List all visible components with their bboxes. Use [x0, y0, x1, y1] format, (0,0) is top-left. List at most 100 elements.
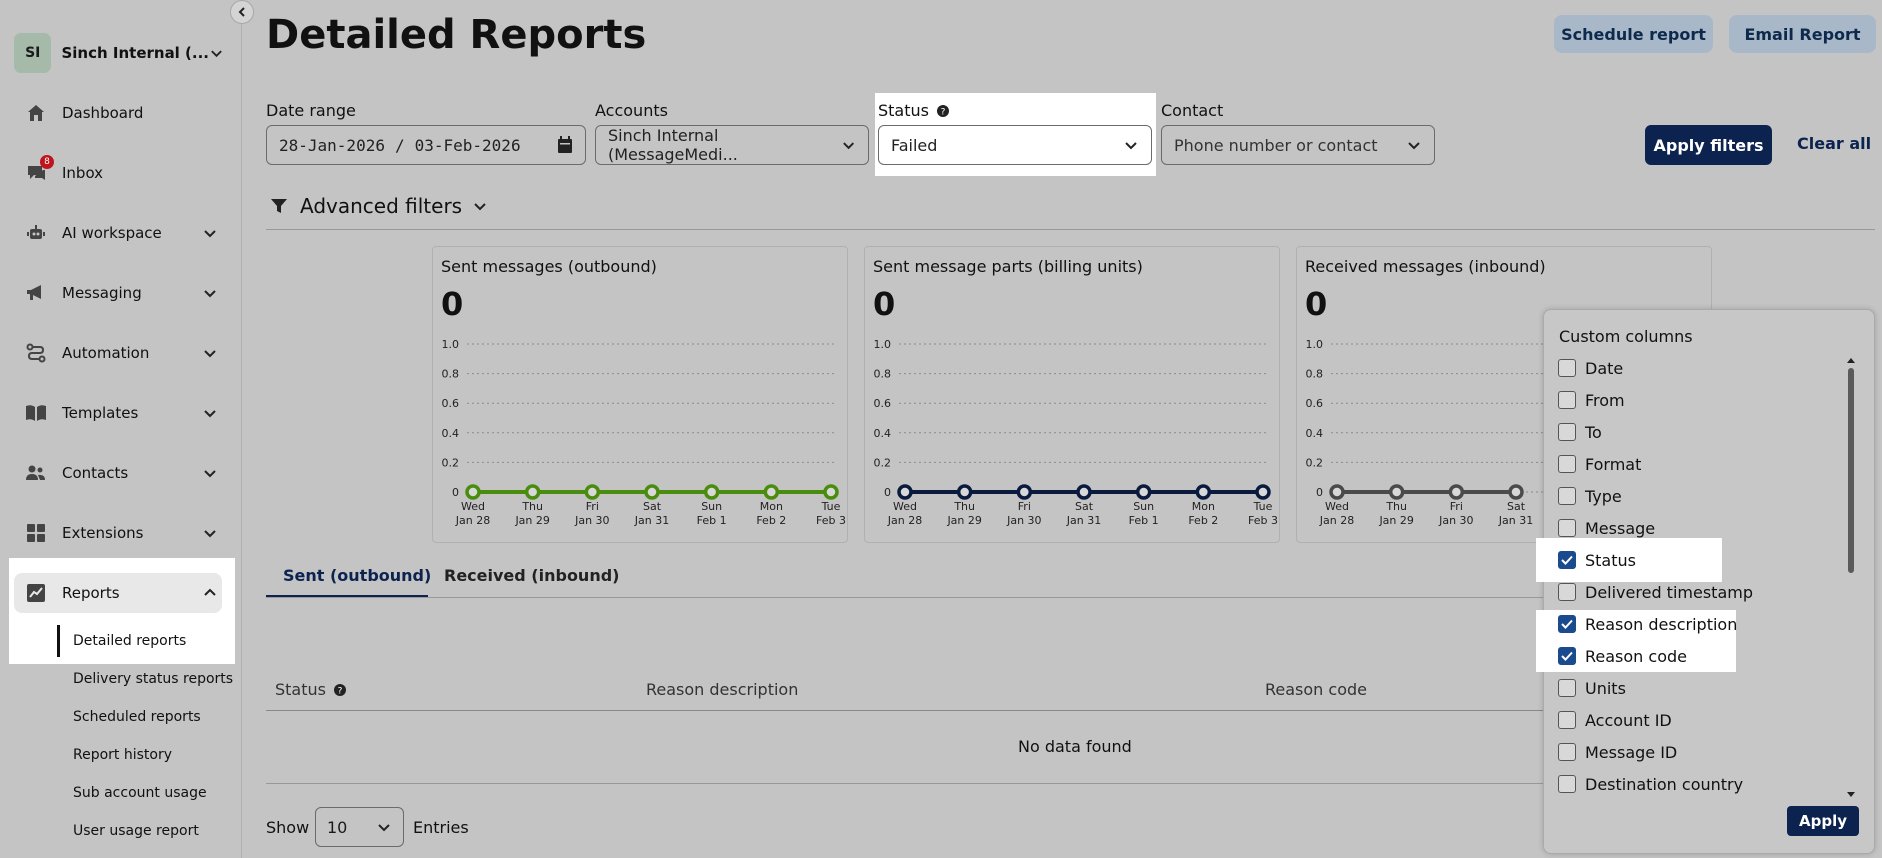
checkbox[interactable]	[1558, 743, 1576, 761]
column-option-type[interactable]: Type	[1558, 485, 1622, 507]
sidebar-item-reports[interactable]: Reports	[14, 573, 222, 613]
collapse-sidebar-button[interactable]	[230, 0, 254, 24]
column-option-message[interactable]: Message	[1558, 517, 1655, 539]
column-option-account-id[interactable]: Account ID	[1558, 709, 1672, 731]
help-icon[interactable]: ?	[333, 683, 346, 696]
column-option-to[interactable]: To	[1558, 421, 1602, 443]
data-point[interactable]	[1448, 484, 1465, 500]
contact-select[interactable]: Phone number or contact	[1161, 125, 1435, 165]
checkbox[interactable]	[1558, 679, 1576, 697]
sidebar-subitem-delivery-status-reports[interactable]: Delivery status reports	[73, 671, 234, 687]
status-select[interactable]: Failed	[878, 125, 1152, 165]
checkbox-checked[interactable]	[1558, 615, 1576, 633]
svg-text:?: ?	[338, 686, 343, 696]
checkbox[interactable]	[1558, 423, 1576, 441]
column-option-reason-code[interactable]: Reason code	[1558, 645, 1687, 667]
column-header-reason-description[interactable]: Reason description	[646, 680, 799, 699]
sidebar-item-dashboard[interactable]: Dashboard	[14, 93, 222, 133]
x-tick-label: Mon	[1192, 500, 1215, 513]
clear-all-button[interactable]: Clear all	[1797, 134, 1872, 153]
sidebar-item-inbox[interactable]: 8 Inbox	[14, 153, 222, 193]
checkbox[interactable]	[1558, 391, 1576, 409]
column-option-format[interactable]: Format	[1558, 453, 1641, 475]
scrollbar-thumb[interactable]	[1848, 368, 1854, 573]
column-option-units[interactable]: Units	[1558, 677, 1626, 699]
x-tick-label: Tue	[1253, 500, 1273, 513]
checkbox[interactable]	[1558, 487, 1576, 505]
column-option-label: Units	[1585, 678, 1626, 698]
data-point[interactable]	[1508, 484, 1524, 500]
sidebar-subitem-report-history[interactable]: Report history	[73, 747, 173, 763]
x-tick-label: Feb 3	[816, 514, 846, 527]
tab-received-inbound[interactable]: Received (inbound)	[444, 566, 620, 585]
checkbox[interactable]	[1558, 455, 1576, 473]
account-switcher[interactable]: SI Sinch Internal (...	[14, 33, 228, 73]
data-point[interactable]	[956, 484, 973, 500]
data-point[interactable]	[1135, 484, 1152, 500]
sidebar-item-contacts[interactable]: Contacts	[14, 453, 222, 493]
sidebar-item-label: Automation	[62, 344, 150, 362]
sidebar-item-messaging[interactable]: Messaging	[14, 273, 222, 313]
sidebar-subitem-detailed-reports[interactable]: Detailed reports	[73, 633, 187, 649]
x-tick-label: Jan 29	[1378, 514, 1413, 527]
sidebar-subitem-sub-account-usage[interactable]: Sub account usage	[73, 785, 207, 801]
sidebar-subitem-scheduled-reports[interactable]: Scheduled reports	[73, 709, 201, 725]
data-point[interactable]	[1388, 484, 1405, 500]
checkbox[interactable]	[1558, 359, 1576, 377]
checkbox-checked[interactable]	[1558, 647, 1576, 665]
data-point[interactable]	[763, 484, 780, 500]
page-title: Detailed Reports	[266, 12, 647, 58]
column-option-label: Type	[1585, 486, 1622, 506]
column-option-destination-country[interactable]: Destination country	[1558, 773, 1743, 795]
sidebar-item-templates[interactable]: Templates	[14, 393, 222, 433]
y-tick-label: 0	[1316, 486, 1323, 499]
chart-title: Received messages (inbound)	[1305, 257, 1546, 276]
data-point[interactable]	[897, 484, 913, 500]
help-icon[interactable]: ?	[936, 104, 949, 117]
y-tick-label: 0.2	[874, 456, 892, 469]
sidebar-item-extensions[interactable]: Extensions	[14, 513, 222, 553]
column-option-status[interactable]: Status	[1558, 549, 1636, 571]
sidebar-item-automation[interactable]: Automation	[14, 333, 222, 373]
advanced-filters-label: Advanced filters	[300, 194, 463, 218]
email-report-button[interactable]: Email Report	[1729, 15, 1876, 53]
column-header-status[interactable]: Status ?	[275, 680, 346, 699]
data-point[interactable]	[1195, 484, 1212, 500]
schedule-report-button[interactable]: Schedule report	[1554, 15, 1713, 53]
checkbox[interactable]	[1558, 711, 1576, 729]
checkbox-checked[interactable]	[1558, 551, 1576, 569]
advanced-filters-toggle[interactable]: Advanced filters	[270, 194, 488, 218]
y-tick-label: 0.2	[442, 456, 460, 469]
checkbox[interactable]	[1558, 519, 1576, 537]
data-point[interactable]	[1255, 484, 1271, 500]
apply-filters-button[interactable]: Apply filters	[1645, 125, 1772, 165]
column-option-from[interactable]: From	[1558, 389, 1625, 411]
data-point[interactable]	[823, 484, 839, 500]
data-point[interactable]	[644, 484, 660, 500]
column-header-reason-code[interactable]: Reason code	[1265, 680, 1367, 699]
entries-per-page-select[interactable]: 10	[315, 807, 404, 847]
sidebar-item-ai-workspace[interactable]: AI workspace	[14, 213, 222, 253]
checkbox[interactable]	[1558, 775, 1576, 793]
accounts-select[interactable]: Sinch Internal (MessageMedi...	[595, 125, 869, 165]
tab-sent-outbound[interactable]: Sent (outbound)	[283, 566, 432, 585]
data-point[interactable]	[703, 484, 720, 500]
data-point[interactable]	[1016, 484, 1033, 500]
chevron-down-icon	[1125, 142, 1137, 150]
column-option-message-id[interactable]: Message ID	[1558, 741, 1677, 763]
column-option-delivered-timestamp[interactable]: Delivered timestamp	[1558, 581, 1753, 603]
data-point[interactable]	[1329, 484, 1345, 500]
sidebar-subitem-user-usage-report[interactable]: User usage report	[73, 823, 199, 839]
column-option-reason-description[interactable]: Reason description	[1558, 613, 1737, 635]
data-point[interactable]	[584, 484, 601, 500]
column-option-date[interactable]: Date	[1558, 357, 1623, 379]
date-range-input[interactable]: 28-Jan-2026 / 03-Feb-2026	[266, 125, 586, 165]
checkbox[interactable]	[1558, 583, 1576, 601]
apply-columns-button[interactable]: Apply	[1787, 806, 1859, 836]
data-point[interactable]	[465, 484, 481, 500]
scrollbar[interactable]	[1846, 355, 1856, 800]
data-point[interactable]	[524, 484, 541, 500]
y-tick-label: 0.6	[874, 397, 892, 410]
data-point[interactable]	[1076, 484, 1092, 500]
